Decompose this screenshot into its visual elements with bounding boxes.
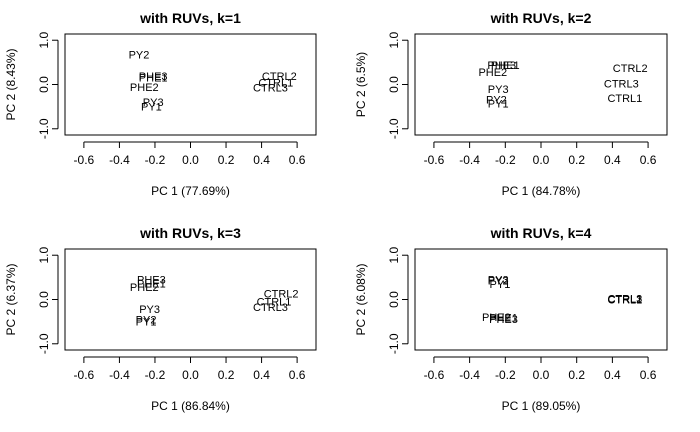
- y-tick-label: 0.0: [37, 76, 51, 93]
- plot-frame: [64, 33, 317, 136]
- point-label-phe1: PHE1: [491, 60, 520, 72]
- point-label-ctrl3: CTRL3: [607, 294, 642, 306]
- plot-frame: [64, 248, 317, 351]
- x-tick-label: -0.4: [109, 368, 130, 382]
- x-tick-label: 0.0: [182, 153, 199, 167]
- point-label-ctrl1: CTRL1: [607, 295, 642, 307]
- x-axis-label: PC 1 (84.78%): [502, 184, 581, 198]
- point-label-py1: PY1: [136, 317, 157, 329]
- plot-frame: [414, 33, 668, 136]
- point-label-phe3: PHE3: [487, 60, 516, 72]
- point-label-py1: PY1: [141, 102, 162, 114]
- x-tick-label: -0.4: [459, 368, 480, 382]
- x-tick-label: 0.2: [568, 153, 585, 167]
- x-tick-label: -0.6: [424, 153, 445, 167]
- x-axis-label: PC 1 (89.05%): [502, 399, 581, 413]
- x-tick-label: -0.6: [74, 153, 95, 167]
- point-label-ctrl1: CTRL1: [257, 297, 292, 309]
- y-tick-label: 0.0: [387, 291, 401, 308]
- x-tick-label: 0.2: [218, 368, 235, 382]
- chart-title: with RUVs, k=4: [490, 225, 592, 241]
- x-axis-label: PC 1 (86.84%): [151, 399, 230, 413]
- x-tick-label: 0.6: [640, 153, 657, 167]
- y-axis-label: PC 2 (6.37%): [4, 263, 18, 335]
- point-label-py3: PY3: [488, 275, 509, 287]
- pca-panel-4: with RUVs, k=4 -0.6 -0.4 -0.2 0.0 0.2 0.4 0.6 PC…: [354, 225, 668, 413]
- point-label-py2: PY2: [486, 95, 507, 107]
- x-tick-label: 0.2: [218, 153, 235, 167]
- point-label-phe3: PHE3: [139, 71, 168, 83]
- point-label-py2: PY2: [136, 314, 157, 326]
- point-label-phe2: PHE2: [130, 82, 159, 94]
- point-label-phe1: PHE1: [139, 72, 168, 84]
- y-axis-label: PC 2 (6.08%): [354, 263, 368, 335]
- x-tick-label: -0.6: [424, 368, 445, 382]
- x-tick-label: 0.6: [289, 368, 306, 382]
- point-label-py3: PY3: [143, 97, 164, 109]
- plot-frame: [414, 248, 668, 351]
- y-axis-label: PC 2 (8.43%): [4, 48, 18, 120]
- point-label-ctrl1: CTRL1: [607, 93, 642, 105]
- x-tick-label: 0.6: [289, 153, 306, 167]
- point-label-py1: PY1: [488, 99, 509, 111]
- pca-panel-3: with RUVs, k=3 -0.6 -0.4 -0.2 0.0 0.2 0.4 0.6 PC…: [4, 225, 317, 413]
- pca-panel-1: with RUVs, k=1 -0.6 -0.4 -0.2 0.0 0.2 0.4 0.6 PC…: [4, 10, 317, 198]
- point-label-ctrl2: CTRL2: [262, 71, 297, 83]
- x-tick-label: 0.0: [182, 368, 199, 382]
- point-label-ctrl2: CTRL2: [264, 288, 299, 300]
- y-tick-label: 1.0: [387, 247, 401, 264]
- point-label-ctrl3: CTRL3: [253, 302, 288, 314]
- y-tick-label: -1.0: [387, 333, 401, 354]
- point-label-ctrl3: CTRL3: [253, 83, 288, 95]
- point-label-phe1: PHE1: [489, 313, 518, 325]
- y-tick-label: -1.0: [37, 118, 51, 139]
- x-tick-label: -0.6: [74, 368, 95, 382]
- point-label-py1: PY1: [490, 279, 511, 291]
- point-label-ctrl3: CTRL3: [604, 79, 639, 91]
- y-tick-label: -1.0: [387, 118, 401, 139]
- point-label-py2: PY2: [129, 49, 150, 61]
- point-label-phe3: PHE3: [489, 314, 518, 326]
- point-label-phe2: PHE2: [130, 282, 159, 294]
- y-tick-label: 1.0: [387, 32, 401, 49]
- y-tick-label: 0.0: [37, 291, 51, 308]
- point-label-phe2: PHE2: [482, 312, 511, 324]
- point-label-phe2: PHE2: [478, 67, 507, 79]
- x-tick-label: 0.0: [533, 153, 550, 167]
- x-tick-label: -0.2: [145, 153, 166, 167]
- point-label-ctrl2: CTRL2: [613, 63, 648, 75]
- x-tick-label: -0.2: [495, 368, 516, 382]
- x-tick-label: 0.0: [533, 368, 550, 382]
- chart-title: with RUVs, k=3: [139, 225, 241, 241]
- pca-panel-2: with RUVs, k=2 -0.6 -0.4 -0.2 0.0 0.2 0.4 0.6 PC…: [354, 10, 668, 198]
- x-tick-label: 0.4: [604, 368, 621, 382]
- y-tick-label: -1.0: [37, 333, 51, 354]
- x-tick-label: -0.4: [459, 153, 480, 167]
- x-tick-label: -0.4: [109, 153, 130, 167]
- point-label-phe3: PHE3: [137, 275, 166, 287]
- point-label-ctrl1: CTRL1: [258, 77, 293, 89]
- chart-title: with RUVs, k=1: [139, 10, 241, 26]
- x-tick-label: -0.2: [145, 368, 166, 382]
- point-label-py3: PY3: [139, 304, 160, 316]
- x-axis-label: PC 1 (77.69%): [151, 184, 230, 198]
- x-tick-label: 0.4: [604, 153, 621, 167]
- y-tick-label: 1.0: [37, 32, 51, 49]
- x-tick-label: 0.2: [568, 368, 585, 382]
- point-label-ctrl2: CTRL2: [607, 294, 642, 306]
- y-axis-label: PC 2 (6.5%): [354, 52, 368, 117]
- x-tick-label: 0.4: [253, 153, 270, 167]
- chart-title: with RUVs, k=2: [490, 10, 592, 26]
- x-tick-label: 0.6: [640, 368, 657, 382]
- point-label-py2: PY2: [488, 275, 509, 287]
- y-tick-label: 0.0: [387, 76, 401, 93]
- x-tick-label: -0.2: [495, 153, 516, 167]
- point-label-phe1: PHE1: [137, 279, 166, 291]
- x-tick-label: 0.4: [253, 368, 270, 382]
- y-tick-label: 1.0: [37, 247, 51, 264]
- point-label-py3: PY3: [488, 84, 509, 96]
